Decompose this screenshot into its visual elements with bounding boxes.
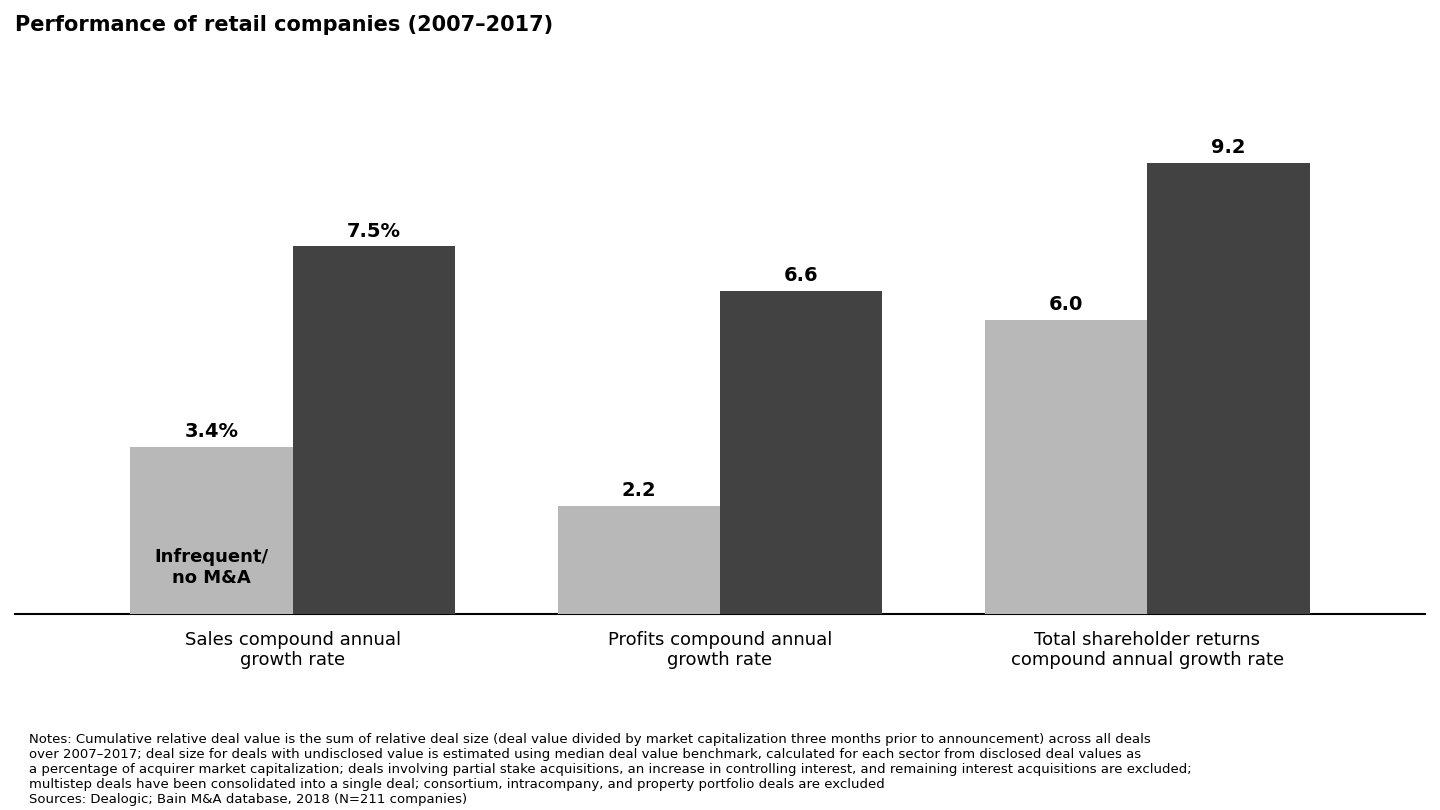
Bar [131, 447, 292, 614]
Text: 3.4%: 3.4% [184, 423, 239, 441]
Bar [1148, 163, 1309, 614]
Text: 9.2: 9.2 [1211, 139, 1246, 157]
Text: 6.6: 6.6 [783, 266, 818, 284]
Text: Infrequent/
no M&A: Infrequent/ no M&A [154, 548, 269, 586]
Text: Notes: Cumulative relative deal value is the sum of relative deal size (deal val: Notes: Cumulative relative deal value is… [29, 733, 1191, 806]
Text: Performance of retail companies (2007–2017): Performance of retail companies (2007–20… [14, 15, 553, 35]
Text: 7.5%: 7.5% [347, 222, 400, 241]
Text: 6.0: 6.0 [1048, 295, 1083, 314]
Text: 2.2: 2.2 [622, 481, 657, 501]
Bar [557, 506, 720, 614]
Bar [985, 320, 1148, 614]
Bar [720, 291, 883, 614]
Bar [292, 246, 455, 614]
